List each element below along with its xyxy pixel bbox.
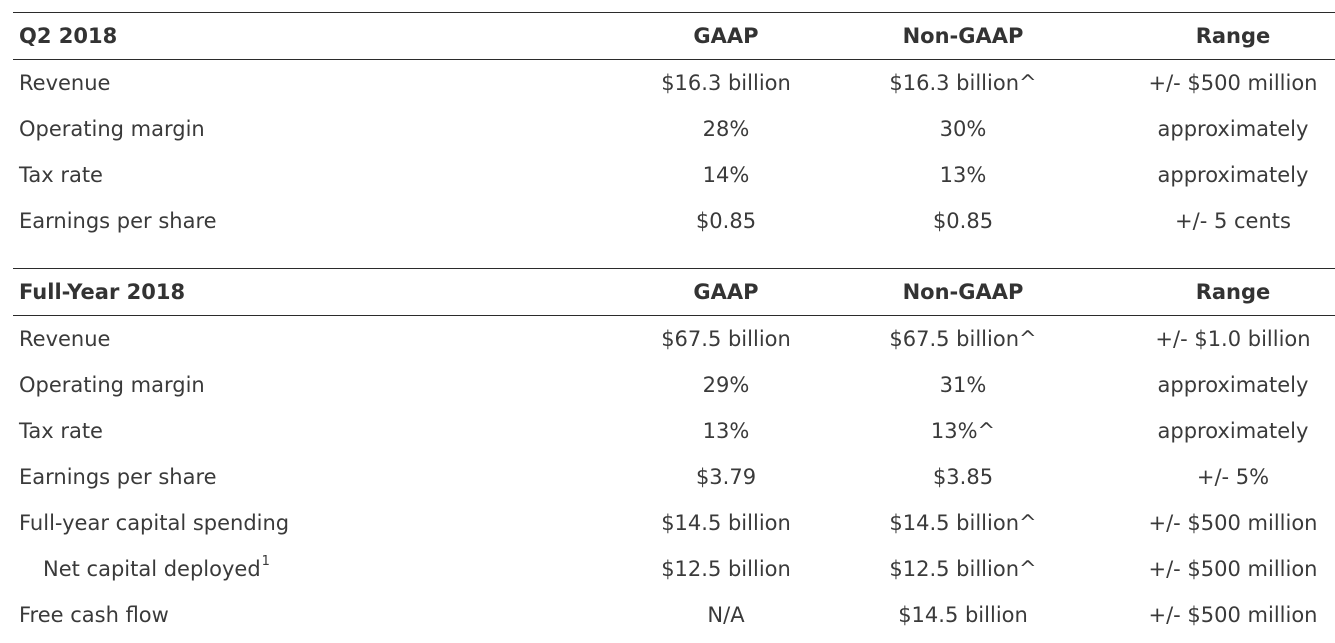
range-value: approximately xyxy=(1157,373,1309,397)
row-label: Net capital deployed xyxy=(43,557,261,581)
gaap-column-header: GAAP xyxy=(693,280,759,304)
gaap-value: $67.5 billion xyxy=(661,327,791,351)
table-row: Net capital deployed1 $12.5 billion $12.… xyxy=(13,546,1335,592)
row-label: Revenue xyxy=(19,71,111,95)
non-gaap-column-header: Non-GAAP xyxy=(902,280,1024,304)
range-value: +/- $500 million xyxy=(1148,603,1318,627)
gaap-value: 28% xyxy=(702,117,750,141)
table-row: Operating margin 28% 30% approximately xyxy=(13,106,1335,152)
gaap-value: $14.5 billion xyxy=(661,511,791,535)
row-label: Operating margin xyxy=(19,373,205,397)
gaap-value: 14% xyxy=(702,163,750,187)
row-label: Revenue xyxy=(19,327,111,351)
row-label: Free cash flow xyxy=(19,603,169,627)
full-year-guidance-table: Full-Year 2018 GAAP Non-GAAP Range Reven… xyxy=(13,268,1335,638)
table-header-row: Full-Year 2018 GAAP Non-GAAP Range xyxy=(13,268,1335,316)
gaap-value: 29% xyxy=(702,373,750,397)
range-value: approximately xyxy=(1157,419,1309,443)
range-value: +/- $500 million xyxy=(1148,71,1318,95)
row-label: Earnings per share xyxy=(19,465,217,489)
table-row: Earnings per share $3.79 $3.85 +/- 5% xyxy=(13,454,1335,500)
row-label: Tax rate xyxy=(19,419,103,443)
range-column-header: Range xyxy=(1195,24,1271,48)
range-value: +/- $500 million xyxy=(1148,511,1318,535)
table-row: Tax rate 13% 13%^ approximately xyxy=(13,408,1335,454)
range-value: +/- $1.0 billion xyxy=(1155,327,1311,351)
row-label: Operating margin xyxy=(19,117,205,141)
table-row: Tax rate 14% 13% approximately xyxy=(13,152,1335,198)
range-value: approximately xyxy=(1157,163,1309,187)
table-row: Revenue $16.3 billion $16.3 billion^ +/-… xyxy=(13,60,1335,106)
q2-guidance-table: Q2 2018 GAAP Non-GAAP Range Revenue $16.… xyxy=(13,12,1335,244)
table-row: Free cash flow N/A $14.5 billion +/- $50… xyxy=(13,592,1335,638)
non-gaap-value: $14.5 billion xyxy=(898,603,1028,627)
range-value: +/- 5 cents xyxy=(1175,209,1291,233)
non-gaap-value: $3.85 xyxy=(932,465,994,489)
table-row: Operating margin 29% 31% approximately xyxy=(13,362,1335,408)
row-label-wrapper: Net capital deployed1 xyxy=(43,546,270,596)
row-label: Earnings per share xyxy=(19,209,217,233)
gaap-value: $16.3 billion xyxy=(661,71,791,95)
table-row: Earnings per share $0.85 $0.85 +/- 5 cen… xyxy=(13,198,1335,244)
range-column-header: Range xyxy=(1195,280,1271,304)
table-header-row: Q2 2018 GAAP Non-GAAP Range xyxy=(13,12,1335,60)
gaap-value: $0.85 xyxy=(695,209,757,233)
non-gaap-value: $14.5 billion^ xyxy=(889,511,1037,535)
range-value: +/- $500 million xyxy=(1148,557,1318,581)
non-gaap-value: 30% xyxy=(939,117,987,141)
non-gaap-value: $12.5 billion^ xyxy=(889,557,1037,581)
range-value: approximately xyxy=(1157,117,1309,141)
table-row: Full-year capital spending $14.5 billion… xyxy=(13,500,1335,546)
footnote-marker: 1 xyxy=(261,554,270,569)
row-label: Full-year capital spending xyxy=(19,511,290,535)
period-header: Q2 2018 xyxy=(19,24,118,48)
gaap-value: $3.79 xyxy=(695,465,757,489)
non-gaap-column-header: Non-GAAP xyxy=(902,24,1024,48)
gaap-value: 13% xyxy=(702,419,750,443)
non-gaap-value: 13% xyxy=(939,163,987,187)
non-gaap-value: $67.5 billion^ xyxy=(889,327,1037,351)
non-gaap-value: $0.85 xyxy=(932,209,994,233)
range-value: +/- 5% xyxy=(1196,465,1270,489)
row-label: Tax rate xyxy=(19,163,103,187)
non-gaap-value: $16.3 billion^ xyxy=(889,71,1037,95)
table-row: Revenue $67.5 billion $67.5 billion^ +/-… xyxy=(13,316,1335,362)
gaap-value: N/A xyxy=(707,603,745,627)
gaap-column-header: GAAP xyxy=(693,24,759,48)
non-gaap-value: 13%^ xyxy=(930,419,996,443)
gaap-value: $12.5 billion xyxy=(661,557,791,581)
non-gaap-value: 31% xyxy=(939,373,987,397)
period-header: Full-Year 2018 xyxy=(19,280,186,304)
